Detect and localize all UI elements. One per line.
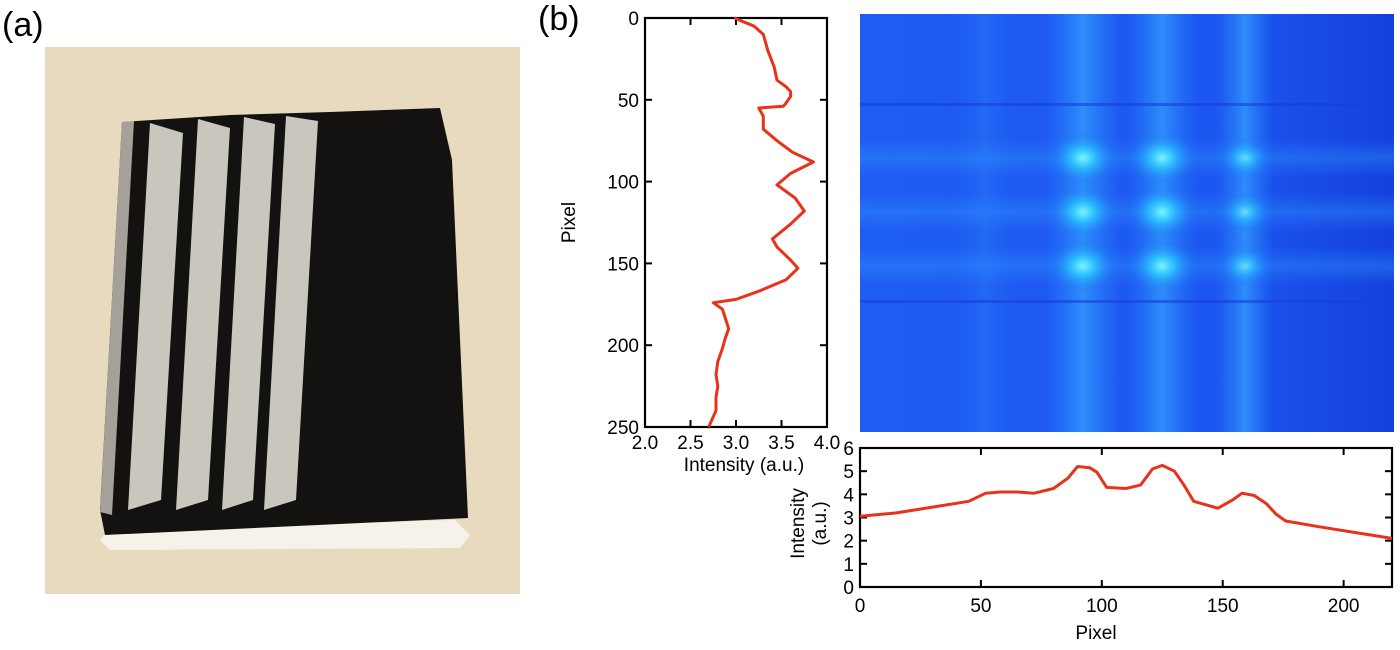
image-spot: [1219, 245, 1271, 287]
x-tick-label: 3.5: [768, 433, 794, 454]
panel-a-label: (a): [2, 6, 44, 44]
y-tick-label: 3: [843, 509, 854, 530]
photo-light-stripe: [264, 116, 318, 510]
y-tick-label: 250: [607, 418, 639, 439]
y-tick-label: 2: [843, 532, 854, 553]
y-tick-label: 0: [843, 578, 854, 599]
x-tick-label: 3.0: [723, 433, 749, 454]
photo-light-stripe: [176, 119, 230, 510]
photo-light-stripe: [222, 117, 275, 510]
image-spot: [1128, 184, 1196, 240]
image-spot: [1219, 191, 1271, 233]
y-tick-label: 50: [618, 91, 639, 112]
x-tick-label: 50: [970, 596, 991, 617]
plot-frame: [643, 16, 829, 429]
y-tick-label: 4: [843, 485, 854, 506]
y-tick-label: 5: [843, 462, 854, 483]
image-row-band: [860, 246, 1394, 286]
panel-b-label: (b): [538, 0, 580, 38]
x-tick-label: 4.0: [814, 433, 840, 454]
photo-edge-highlight: [100, 520, 470, 550]
y-tick-label: 6: [843, 439, 854, 460]
photo-light-stripe: [128, 123, 183, 510]
x-tick-label: 200: [1328, 596, 1360, 617]
x-tick-label: 2.5: [677, 433, 703, 454]
y-axis-title: Intensity: [788, 488, 809, 559]
image-row-band: [860, 192, 1394, 232]
image-spot: [1049, 184, 1117, 240]
x-tick-label: 0: [855, 596, 866, 617]
image-spot: [1049, 238, 1117, 294]
sample-photo: [45, 47, 520, 594]
x-tick-label: 150: [1207, 596, 1239, 617]
profile-line: [707, 16, 815, 428]
image-spot: [1219, 137, 1271, 179]
x-axis-title: Pixel: [1075, 623, 1116, 644]
image-seam: [860, 103, 1394, 106]
image-spot: [1128, 238, 1196, 294]
plot-frame: [858, 446, 1394, 589]
image-spot: [1128, 130, 1196, 186]
y-tick-label: 200: [607, 336, 639, 357]
profile-line: [859, 463, 1393, 540]
y-tick-label: 100: [607, 173, 639, 194]
y-tick-label: 0: [628, 9, 639, 30]
image-spot: [1049, 130, 1117, 186]
y-axis-title-unit: (a.u.): [810, 501, 831, 545]
intensity-image: [860, 14, 1394, 432]
x-tick-label: 2.0: [632, 433, 658, 454]
y-tick-label: 1: [843, 555, 854, 576]
y-tick-label: 150: [607, 254, 639, 275]
image-seam: [860, 300, 1394, 303]
x-tick-label: 100: [1086, 596, 1118, 617]
x-axis-title: Intensity (a.u.): [684, 455, 804, 476]
image-row-band: [860, 138, 1394, 178]
vertical-profile-chart: 2.0 2.5 3.0 3.5 4.0 0 50 100 150 200 250 Intensity …: [559, 9, 840, 476]
y-axis-title: Pixel: [559, 202, 580, 243]
photo-left-edge: [100, 121, 134, 515]
